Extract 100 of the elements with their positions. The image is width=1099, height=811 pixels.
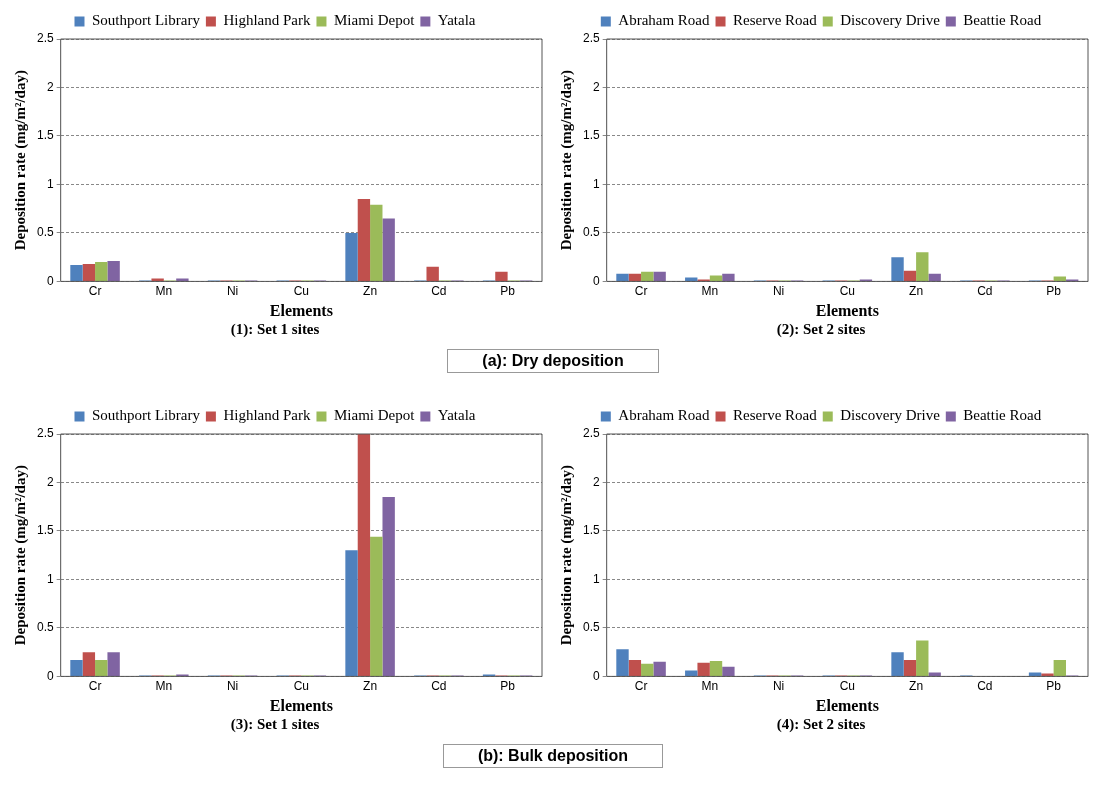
x-axis-title: Elements: [269, 696, 333, 714]
bar: [107, 261, 120, 281]
x-tick-label: Cu: [293, 283, 310, 298]
legend-label: Miami Depot: [333, 407, 416, 424]
y-tick-label: 2: [592, 79, 600, 94]
bar: [1041, 673, 1054, 676]
legend-label: Southport Library: [91, 407, 201, 424]
y-tick-label: 2: [46, 79, 54, 94]
y-tick-label: 0.5: [582, 620, 600, 635]
bar: [370, 204, 383, 281]
x-tick-label: Pb: [500, 283, 516, 298]
bar: [382, 218, 395, 281]
y-tick-label: 2: [592, 474, 600, 489]
legend-label: Abraham Road: [618, 407, 711, 424]
x-tick-label: Zn: [363, 678, 378, 693]
y-tick-label: 1.5: [36, 523, 54, 538]
bar: [891, 652, 904, 676]
legend-label: Reserve Road: [733, 407, 818, 424]
y-tick-label: 0: [592, 668, 600, 683]
x-tick-label: Ni: [772, 283, 785, 298]
legend-label: Discovery Drive: [840, 12, 941, 29]
bar: [916, 252, 929, 281]
x-tick-label: Zn: [909, 678, 924, 693]
bar: [916, 640, 929, 676]
legend-label: Discovery Drive: [840, 407, 941, 424]
bar: [95, 262, 108, 281]
bar: [697, 662, 710, 676]
legend-label: Yatala: [437, 12, 476, 29]
text: (4): Set 2 sites: [776, 715, 866, 733]
x-tick-label: Cd: [977, 283, 993, 298]
bar: [95, 659, 108, 676]
x-tick-label: Mn: [701, 678, 719, 693]
bar: [685, 670, 698, 676]
x-tick-label: Cr: [88, 283, 102, 298]
y-tick-label: 0: [592, 273, 600, 288]
bar: [345, 232, 358, 281]
y-tick-label: 1.5: [582, 523, 600, 538]
bar: [903, 659, 917, 676]
x-tick-label: Mn: [155, 283, 173, 298]
bar: [82, 652, 96, 676]
x-tick-label: Cd: [431, 283, 447, 298]
legend-label: Reserve Road: [733, 12, 818, 29]
bar: [495, 271, 508, 281]
y-tick-label: 1.5: [582, 128, 600, 143]
y-axis-title: Deposition rate (mg/m²/day): [11, 70, 29, 251]
legend-label: Yatala: [437, 407, 476, 424]
bar: [1053, 659, 1066, 676]
bar: [628, 273, 642, 281]
y-axis-title: Deposition rate (mg/m²/day): [11, 465, 29, 646]
legend-label: Southport Library: [91, 12, 201, 29]
bar: [357, 434, 371, 676]
x-tick-label: Cr: [634, 678, 648, 693]
bar: [382, 497, 395, 676]
bar: [709, 660, 723, 676]
x-tick-label: Pb: [1046, 678, 1062, 693]
x-tick-label: Mn: [155, 678, 173, 693]
bar: [709, 275, 723, 281]
y-tick-label: 1: [592, 176, 600, 191]
bar: [176, 278, 189, 281]
y-tick-label: 1: [592, 571, 600, 586]
y-tick-label: 2.5: [582, 426, 600, 441]
bar: [722, 273, 735, 281]
x-tick-label: Zn: [909, 283, 924, 298]
legend-label: Abraham Road: [618, 12, 711, 29]
legend-label: Highland Park: [223, 12, 311, 29]
bar: [928, 672, 941, 676]
bar: [107, 652, 120, 676]
bar: [616, 273, 629, 281]
text: (2): Set 2 sites: [776, 320, 866, 338]
x-tick-label: Cu: [839, 283, 856, 298]
y-tick-label: 0.5: [36, 620, 54, 635]
x-tick-label: Pb: [500, 678, 516, 693]
x-tick-label: Cd: [977, 678, 993, 693]
x-axis-title: Elements: [269, 301, 333, 319]
x-tick-label: Cr: [634, 283, 648, 298]
text: (a): Dry deposition: [447, 349, 659, 373]
y-axis-title: Deposition rate (mg/m²/day): [557, 465, 575, 646]
x-tick-label: Ni: [226, 283, 239, 298]
text: (b): Bulk deposition: [442, 744, 664, 768]
x-tick-label: Cd: [431, 678, 447, 693]
bar: [891, 257, 904, 281]
y-tick-label: 0: [46, 273, 54, 288]
y-axis-title: Deposition rate (mg/m²/day): [557, 70, 575, 251]
y-tick-label: 0: [46, 668, 54, 683]
x-tick-label: Cu: [293, 678, 310, 693]
bar: [70, 659, 83, 676]
x-tick-label: Cr: [88, 678, 102, 693]
bar: [653, 661, 666, 676]
x-axis-title: Elements: [815, 301, 879, 319]
text: (3): Set 1 sites: [230, 715, 320, 733]
y-tick-label: 0.5: [36, 225, 54, 240]
bar: [616, 649, 629, 676]
x-tick-label: Ni: [772, 678, 785, 693]
bar: [628, 659, 642, 676]
bar: [641, 271, 654, 281]
x-tick-label: Pb: [1046, 283, 1062, 298]
legend-label: Miami Depot: [333, 12, 416, 29]
bar: [345, 550, 358, 676]
legend-label: Beattie Road: [963, 407, 1042, 424]
bar: [357, 198, 371, 281]
